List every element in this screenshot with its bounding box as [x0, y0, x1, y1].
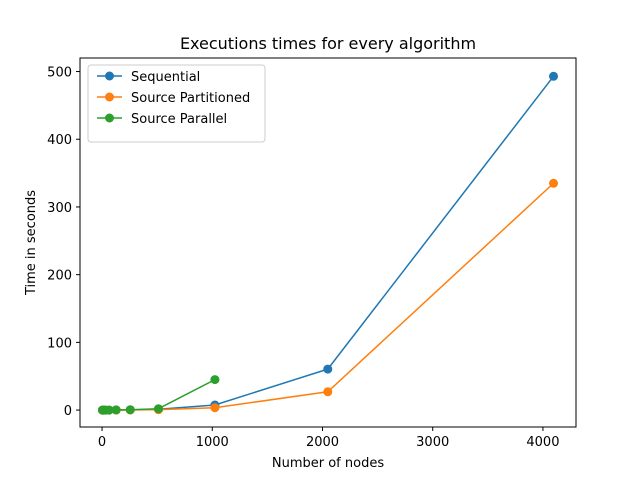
- legend: Sequential Source Partitioned Source Paral…: [87, 64, 266, 143]
- x-axis: 0 1000 2000 3000 4000: [98, 427, 559, 450]
- series-source-parallel: [97, 375, 220, 415]
- y-tick-label: 200: [47, 269, 72, 284]
- x-tick-label: 1000: [196, 435, 229, 450]
- series-layer: [97, 71, 559, 415]
- data-point-source-parallel: [104, 405, 114, 415]
- legend-marker: [105, 92, 114, 102]
- plot-frame: [79, 57, 577, 428]
- x-tick-label: 0: [98, 435, 106, 450]
- x-tick-label: 2000: [306, 435, 339, 450]
- y-tick-label: 500: [47, 66, 72, 81]
- data-point-source-parallel: [210, 375, 220, 385]
- legend-item-sequential: Sequential: [97, 70, 200, 85]
- legend-box: [87, 64, 266, 143]
- y-tick-label: 0: [64, 404, 72, 419]
- data-point-source-parallel: [111, 405, 121, 415]
- legend-marker: [105, 71, 114, 81]
- data-point-source-parallel: [153, 404, 163, 414]
- data-point-source-partitioned: [549, 178, 559, 188]
- legend-item-source-parallel: Source Parallel: [97, 112, 227, 127]
- y-tick-label: 300: [47, 201, 72, 216]
- y-axis: 0 100 200 300 400 500: [47, 66, 80, 419]
- chart-title: Executions times for every algorithm: [180, 34, 476, 53]
- y-tick-label: 400: [47, 133, 72, 148]
- legend-label: Source Partitioned: [131, 91, 250, 106]
- data-point-source-parallel: [125, 405, 135, 415]
- x-tick-label: 4000: [526, 435, 559, 450]
- legend-label: Source Parallel: [131, 112, 227, 127]
- y-tick-label: 100: [47, 336, 72, 351]
- x-axis-title: Number of nodes: [272, 456, 384, 471]
- data-point-sequential: [549, 71, 559, 81]
- data-point-sequential: [323, 364, 333, 374]
- y-axis-title: Time in seconds: [24, 190, 39, 296]
- data-point-source-partitioned: [323, 387, 333, 397]
- data-point-source-partitioned: [210, 403, 220, 413]
- x-tick-label: 3000: [416, 435, 449, 450]
- legend-marker: [105, 113, 114, 123]
- legend-item-source-partitioned: Source Partitioned: [97, 91, 250, 106]
- legend-label: Sequential: [131, 70, 200, 85]
